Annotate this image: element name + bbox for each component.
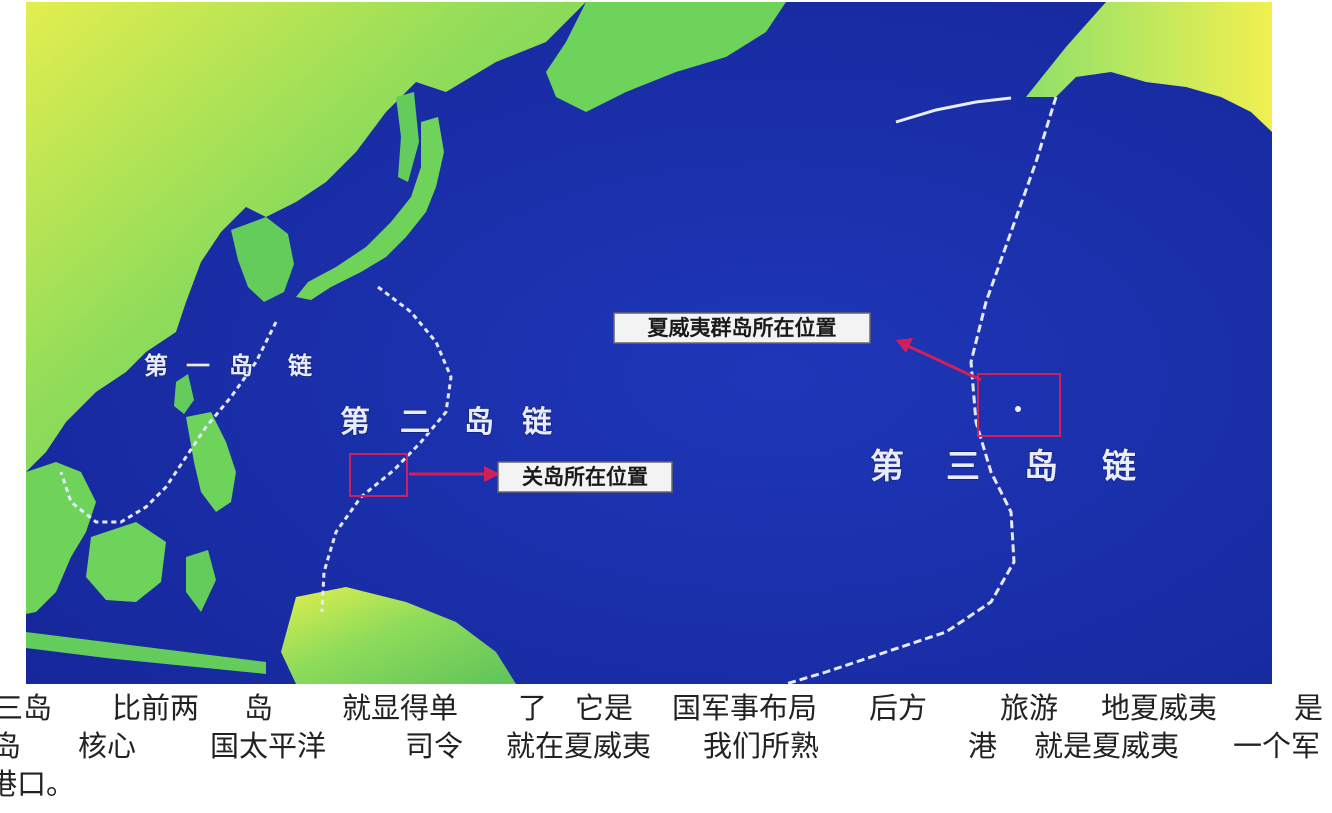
caption-line: 港口。 (0, 766, 1332, 803)
third-chain-char: 链 (1102, 447, 1136, 487)
first-island-chain-line (59, 321, 278, 524)
caption-fragment: 司令 (405, 729, 464, 763)
caption-fragment: 港口。 (0, 767, 76, 801)
guam-marker-box (349, 453, 408, 497)
third-chain-label: 第 三 岛 链 (869, 446, 1136, 487)
hawaii-dot (1015, 406, 1021, 412)
caption-fragment: 地夏威夷 (1101, 691, 1218, 725)
asia-mainland (26, 2, 586, 472)
caption-fragment: 岛 (244, 691, 274, 725)
first-chain-label: 第 一 岛 链 (143, 351, 313, 380)
hawaii-marker-box (977, 373, 1061, 437)
guam-callout-text: 关岛所在位置 (522, 465, 648, 489)
japan (296, 117, 444, 300)
pacific-island-chains-map: 夏威夷群岛所在位置 关岛所在位置 第 一 岛 链 第 二 岛 链 第 三 岛 链 (26, 2, 1272, 684)
guam-callout-box (497, 461, 673, 493)
caption-fragment: 三岛 (0, 691, 53, 725)
first-chain-char: 一 (186, 352, 210, 380)
caption-fragment: 岛 (0, 729, 22, 763)
borneo (86, 522, 166, 602)
hawaii-callout-box (613, 312, 871, 344)
third-island-chain-line (785, 96, 1058, 684)
korean-peninsula (231, 217, 294, 302)
caption-fragment: 国军事布局 (672, 691, 818, 725)
caption-fragment: 就显得单 (342, 691, 459, 725)
caption-fragment: 国太平洋 (210, 729, 327, 763)
second-chain-char: 二 (400, 405, 430, 440)
third-chain-char: 三 (946, 447, 980, 487)
caption-fragment: 我们所熟 (703, 729, 820, 763)
caption-fragment: 核心 (78, 729, 137, 763)
caption-fragment: 比前两 (112, 691, 200, 725)
caption-fragment: 后方 (869, 691, 928, 725)
caption-fragment: 是 (1294, 691, 1324, 725)
caption-fragment: 港 (968, 729, 998, 763)
hawaii-callout-text: 夏威夷群岛所在位置 (648, 316, 837, 340)
sakhalin (396, 92, 419, 182)
caption-fragment: 就是夏威夷 (1034, 729, 1180, 763)
caption-fragment: 旅游 (1000, 691, 1059, 725)
indochina (26, 462, 96, 614)
map-canvas: 夏威夷群岛所在位置 关岛所在位置 第 一 岛 链 第 二 岛 链 第 三 岛 链 (26, 2, 1272, 684)
first-chain-char: 岛 (229, 352, 253, 380)
caption-fragment: 了 (518, 691, 548, 725)
caption-fragment: 一个军 (1233, 729, 1321, 763)
aleutian-islands (895, 96, 1012, 124)
caption-line: 岛 核心 国太平洋 司令 就在夏威夷 我们所熟 港 就是夏威夷 一个军 (0, 728, 1332, 765)
caption-line: 三岛 比前两 岛 就显得单 了 它是 国军事布局 后方 旅游 地夏威夷 是 (0, 690, 1332, 727)
caption-paragraph: 三岛 比前两 岛 就显得单 了 它是 国军事布局 后方 旅游 地夏威夷 是 岛 … (0, 690, 1332, 813)
hawaii-arrow (907, 344, 982, 382)
caption-fragment: 它是 (575, 691, 634, 725)
new-guinea (281, 587, 516, 684)
first-chain-char: 链 (288, 352, 313, 380)
hawaii-arrowhead (896, 338, 913, 353)
first-chain-char: 第 (144, 352, 168, 380)
third-chain-char: 第 (870, 447, 904, 487)
sulawesi (186, 550, 216, 612)
indonesia-islands (26, 632, 266, 674)
kamchatka (546, 2, 786, 112)
third-chain-char: 岛 (1024, 447, 1058, 487)
second-chain-label: 第 二 岛 链 (339, 404, 552, 440)
second-chain-char: 岛 (464, 405, 494, 440)
second-chain-char: 链 (522, 405, 552, 440)
caption-fragment: 就在夏威夷 (506, 729, 652, 763)
second-island-chain-line (320, 285, 453, 613)
taiwan (174, 374, 194, 414)
second-chain-char: 第 (340, 405, 370, 440)
guam-arrowhead (484, 466, 500, 482)
alaska (1026, 2, 1272, 132)
